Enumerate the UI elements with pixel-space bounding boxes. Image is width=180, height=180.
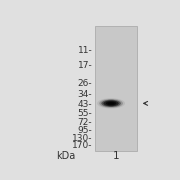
Bar xyxy=(95,26,137,151)
Ellipse shape xyxy=(106,101,116,105)
Text: 55-: 55- xyxy=(78,109,92,118)
Text: 26-: 26- xyxy=(78,79,92,88)
Text: 72-: 72- xyxy=(78,118,92,127)
Text: 43-: 43- xyxy=(78,100,92,109)
Ellipse shape xyxy=(103,100,119,106)
Ellipse shape xyxy=(97,98,125,109)
Ellipse shape xyxy=(108,102,114,105)
Text: 17-: 17- xyxy=(78,61,92,70)
Text: kDa: kDa xyxy=(56,151,76,161)
Text: 170-: 170- xyxy=(72,141,92,150)
Ellipse shape xyxy=(101,100,121,107)
Text: 11-: 11- xyxy=(78,46,92,55)
Text: 1: 1 xyxy=(113,151,119,161)
Text: 130-: 130- xyxy=(72,134,92,143)
Ellipse shape xyxy=(99,99,123,108)
Text: 34-: 34- xyxy=(78,90,92,99)
Text: 95-: 95- xyxy=(78,126,92,135)
